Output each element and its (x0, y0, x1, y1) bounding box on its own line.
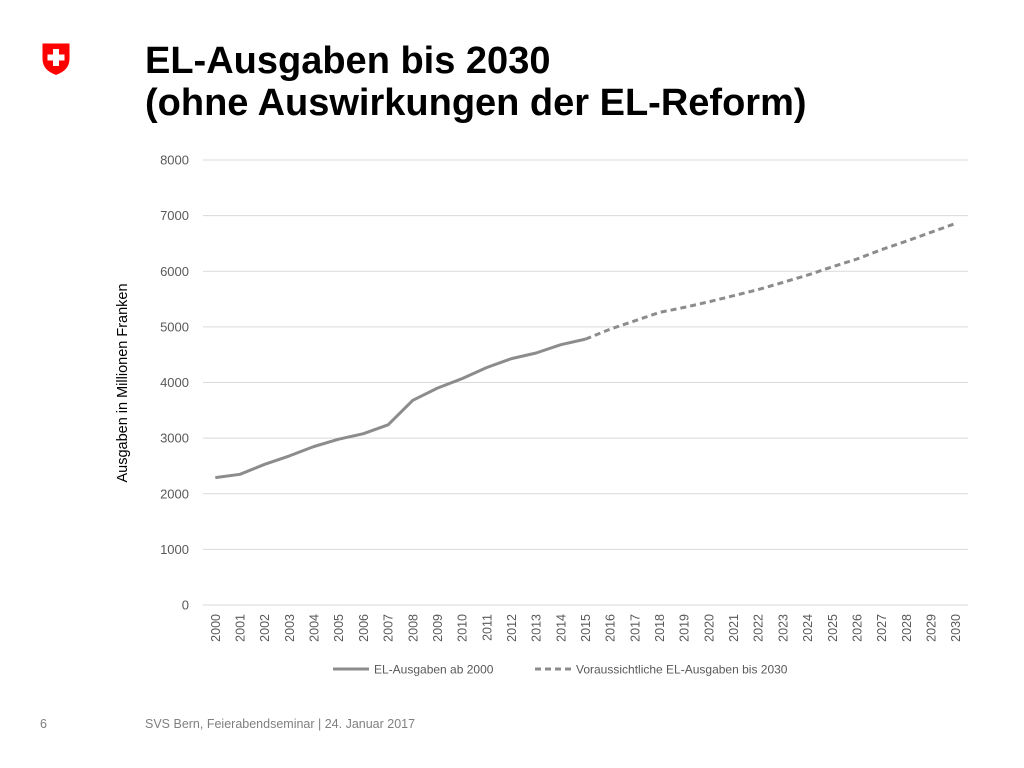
y-tick-label: 4000 (160, 375, 189, 390)
data-point (411, 399, 414, 402)
y-tick-label: 2000 (160, 486, 189, 501)
x-tick-label: 2017 (628, 614, 642, 642)
x-tick-label: 2010 (456, 614, 470, 642)
data-point (214, 476, 217, 479)
x-tick-label: 2026 (850, 614, 864, 642)
data-point (683, 306, 686, 309)
x-tick-label: 2009 (431, 614, 445, 642)
x-tick-label: 2007 (382, 614, 396, 642)
data-point (831, 265, 834, 268)
x-tick-label: 2018 (653, 614, 667, 642)
data-point (559, 343, 562, 346)
swiss-cross-shield-icon (41, 42, 71, 76)
x-tick-label: 2022 (752, 614, 766, 642)
series-lines (214, 221, 957, 480)
x-tick-label: 2024 (801, 614, 815, 642)
x-tick-label: 2030 (949, 614, 963, 642)
data-point (855, 258, 858, 261)
x-tick-label: 2002 (258, 614, 272, 642)
data-point (288, 454, 291, 457)
data-point (633, 319, 636, 322)
data-point (263, 463, 266, 466)
x-tick-label: 2004 (308, 614, 322, 642)
series-line-actual (215, 337, 586, 480)
x-tick-label: 2021 (727, 614, 741, 642)
y-axis-ticks: 0 1000 2000 3000 4000 5000 6000 7000 8000 (160, 153, 189, 613)
legend: EL-Ausgaben ab 2000 Voraussichtliche EL-A… (333, 663, 788, 677)
slide-title: EL-Ausgaben bis 2030 (ohne Auswirkungen … (145, 40, 807, 124)
x-tick-label: 2029 (924, 614, 938, 642)
data-point (929, 231, 932, 234)
x-axis-ticks: 2000 2001 2002 2003 2004 2005 2006 2007 2008 2009… (209, 614, 963, 642)
y-tick-label: 7000 (160, 208, 189, 223)
data-point (584, 338, 587, 341)
data-point (732, 294, 735, 297)
data-point (239, 473, 242, 476)
data-point (905, 240, 908, 243)
data-point (757, 288, 760, 291)
legend-label-2: Voraussichtliche EL-Ausgaben bis 2030 (576, 663, 788, 677)
x-tick-label: 2000 (209, 614, 223, 642)
x-tick-label: 2016 (604, 614, 618, 642)
x-tick-label: 2028 (900, 614, 914, 642)
x-tick-label: 2011 (480, 614, 494, 641)
data-point (806, 274, 809, 277)
page-number: 6 (40, 717, 47, 731)
slide-title-line-2: (ohne Auswirkungen der EL-Reform) (145, 82, 807, 124)
data-point (313, 445, 316, 448)
y-tick-label: 6000 (160, 264, 189, 279)
series-line-forecast (584, 221, 957, 341)
x-tick-label: 2019 (678, 614, 692, 642)
y-tick-label: 8000 (160, 153, 189, 168)
y-axis-label: Ausgaben in Millionen Franken (115, 283, 131, 482)
data-point (337, 438, 340, 441)
data-point (510, 357, 513, 360)
x-tick-label: 2012 (505, 614, 519, 642)
x-tick-label: 2015 (579, 614, 593, 642)
x-tick-label: 2013 (530, 614, 544, 642)
x-tick-label: 2003 (283, 614, 297, 642)
x-tick-label: 2008 (406, 614, 420, 642)
data-point (781, 281, 784, 284)
gridlines (203, 159, 968, 606)
data-point (387, 423, 390, 426)
x-tick-label: 2023 (776, 614, 790, 642)
x-tick-label: 2014 (554, 614, 568, 642)
data-point (954, 222, 957, 225)
x-tick-label: 2001 (234, 614, 248, 642)
data-point (707, 300, 710, 303)
data-point (436, 387, 439, 390)
data-point (461, 377, 464, 380)
y-tick-label: 0 (182, 598, 189, 613)
data-point (535, 352, 538, 355)
data-point (609, 328, 612, 331)
slide-title-line-1: EL-Ausgaben bis 2030 (145, 40, 551, 82)
legend-label-1: EL-Ausgaben ab 2000 (374, 663, 494, 677)
y-tick-label: 3000 (160, 431, 189, 446)
x-tick-label: 2027 (875, 614, 889, 642)
data-point (658, 311, 661, 314)
x-tick-label: 2020 (702, 614, 716, 642)
y-tick-label: 5000 (160, 319, 189, 334)
data-point (362, 432, 365, 435)
x-tick-label: 2025 (826, 614, 840, 642)
footer-text: SVS Bern, Feierabendseminar | 24. Januar… (145, 717, 416, 731)
x-tick-label: 2005 (332, 614, 346, 642)
data-point (880, 248, 883, 251)
data-point (485, 366, 488, 369)
y-tick-label: 1000 (160, 542, 189, 557)
x-tick-label: 2006 (357, 614, 371, 642)
